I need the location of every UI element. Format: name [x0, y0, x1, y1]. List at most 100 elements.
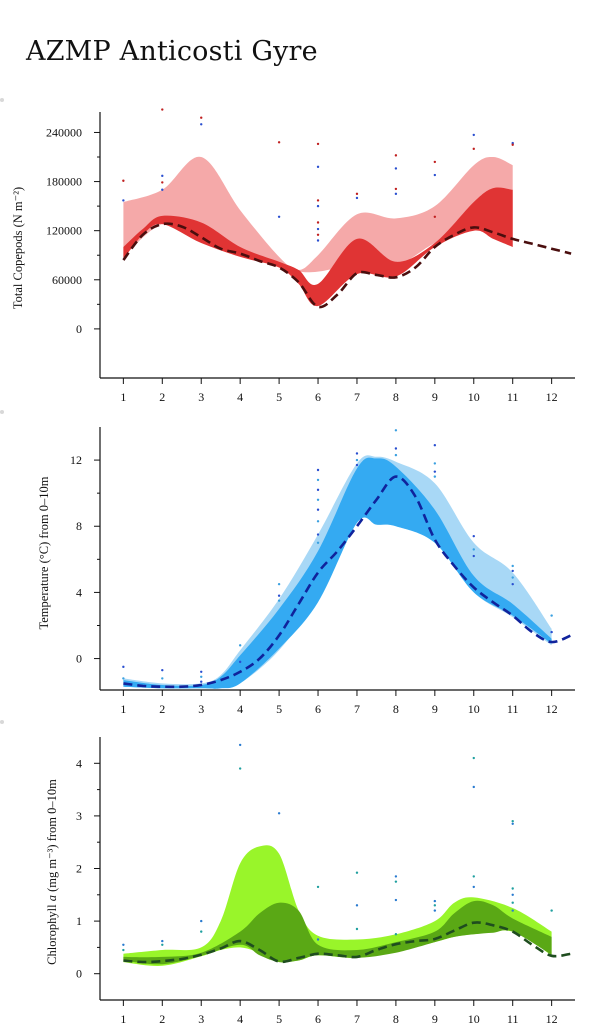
- temperature-data-point: [472, 554, 475, 558]
- temperature-x-tick-label: 6: [315, 702, 321, 716]
- temperature-data-point: [550, 614, 553, 617]
- copepods-x-tick-label: 11: [507, 390, 519, 404]
- temperature-y-tick-label: 8: [76, 519, 82, 533]
- temperature-data-point: [200, 670, 203, 674]
- temperature-data-point: [277, 599, 281, 602]
- temperature-data-point: [511, 569, 514, 573]
- copepods-data-point: [316, 165, 320, 169]
- temperature-data-point: [122, 677, 125, 680]
- copepods-y-tick-label: 120000: [46, 224, 82, 238]
- chlorophyll-x-tick-label: 4: [237, 1012, 243, 1026]
- copepods-data-point: [316, 199, 320, 202]
- chlorophyll-x-tick-label: 11: [507, 1012, 519, 1026]
- temperature-data-point: [316, 498, 320, 501]
- temperature-data-point: [238, 644, 242, 647]
- temperature-data-point: [316, 533, 320, 536]
- copepods-data-point: [316, 221, 320, 224]
- chlorophyll-data-point: [238, 767, 242, 770]
- temperature-outer-band: [123, 455, 552, 689]
- copepods-data-point: [394, 154, 398, 157]
- chlorophyll-data-point: [394, 875, 398, 878]
- chlorophyll-data-point: [394, 898, 398, 902]
- copepods-data-point: [394, 187, 398, 191]
- chlorophyll-data-point: [161, 939, 164, 943]
- chlorophyll-data-point: [200, 919, 203, 923]
- temperature-x-tick-label: 12: [546, 702, 558, 716]
- copepods-x-tick-label: 5: [276, 390, 282, 404]
- chlorophyll-x-tick-label: 12: [546, 1012, 558, 1026]
- chlorophyll-x-tick-label: 5: [276, 1012, 282, 1026]
- temperature-data-point: [511, 564, 514, 568]
- copepods-data-point: [394, 192, 398, 196]
- temperature-y-tick-label: 0: [76, 652, 82, 666]
- temperature-data-point: [200, 680, 203, 683]
- temperature-data-point: [433, 443, 437, 447]
- chlorophyll-data-point: [511, 822, 514, 825]
- copepods-y-axis-label: Total Copepods (N m⁻²): [11, 187, 25, 309]
- copepods-data-point: [394, 167, 398, 170]
- temperature-data-point: [277, 582, 281, 586]
- temperature-data-point: [161, 677, 164, 680]
- chlorophyll-data-point: [472, 875, 475, 878]
- temperature-x-tick-label: 2: [159, 702, 165, 716]
- chlorophyll-data-point: [433, 909, 437, 912]
- chlorophyll-data-point: [316, 885, 320, 889]
- temperature-data-point: [277, 594, 281, 597]
- chlorophyll-y-tick-label: 4: [76, 756, 82, 770]
- chlorophyll-mean-line: [123, 921, 572, 964]
- temperature-x-tick-label: 8: [393, 702, 399, 716]
- copepods-y-tick-label: 180000: [46, 175, 82, 189]
- chlorophyll-data-point: [161, 943, 164, 946]
- temperature-data-point: [433, 470, 437, 473]
- copepods-x-tick-label: 1: [120, 390, 126, 404]
- chlorophyll-x-tick-label: 10: [468, 1012, 480, 1026]
- temperature-data-point: [316, 488, 320, 492]
- chlorophyll-data-point: [433, 899, 437, 903]
- decorative-dot: [0, 720, 4, 724]
- chlorophyll-y-tick-label: 0: [76, 967, 82, 981]
- temperature-x-tick-label: 3: [198, 702, 204, 716]
- copepods-data-point: [316, 227, 320, 231]
- copepods-x-tick-label: 7: [354, 390, 360, 404]
- temperature-data-point: [394, 447, 398, 450]
- temperature-data-point: [316, 468, 320, 472]
- chlorophyll-y-tick-label: 3: [76, 809, 82, 823]
- temperature-x-tick-label: 4: [237, 702, 243, 716]
- copepods-data-point: [472, 133, 475, 137]
- chlorophyll-data-point: [122, 948, 125, 952]
- chlorophyll-data-point: [511, 887, 514, 890]
- copepods-x-tick-label: 12: [546, 390, 558, 404]
- temperature-data-point: [394, 453, 398, 457]
- copepods-data-point: [161, 174, 164, 178]
- temperature-data-point: [433, 462, 437, 465]
- temperature-x-tick-label: 7: [354, 702, 360, 716]
- chlorophyll-x-tick-label: 9: [432, 1012, 438, 1026]
- temperature-x-tick-label: 11: [507, 702, 519, 716]
- copepods-data-point: [161, 188, 164, 191]
- copepods-data-point: [433, 160, 437, 164]
- temperature-data-point: [355, 458, 359, 462]
- chlorophyll-data-point: [355, 904, 359, 907]
- copepods-data-point: [277, 141, 281, 144]
- temperature-data-point: [472, 534, 475, 538]
- chlorophyll-x-tick-label: 8: [393, 1012, 399, 1026]
- temperature-data-point: [316, 508, 320, 511]
- chlorophyll-x-tick-label: 2: [159, 1012, 165, 1026]
- chlorophyll-data-point: [394, 933, 398, 936]
- temperature-mean-line: [123, 475, 572, 689]
- temperature-data-point: [511, 576, 514, 579]
- chlorophyll-y-axis-label-part: Chlorophyll: [45, 901, 59, 965]
- copepods-y-tick-label: 240000: [46, 125, 82, 139]
- decorative-dot: [0, 410, 4, 414]
- chlorophyll-inner-band: [123, 900, 552, 965]
- chlorophyll-data-point: [394, 880, 398, 883]
- temperature-data-point: [238, 660, 242, 664]
- chlorophyll-data-point: [472, 756, 475, 760]
- copepods-data-point: [433, 215, 437, 218]
- temperature-y-axis-label: Temperature (°C) from 0–10m: [37, 476, 51, 629]
- temperature-data-point: [550, 630, 553, 634]
- chlorophyll-data-point: [200, 930, 203, 933]
- copepods-data-point: [316, 142, 320, 146]
